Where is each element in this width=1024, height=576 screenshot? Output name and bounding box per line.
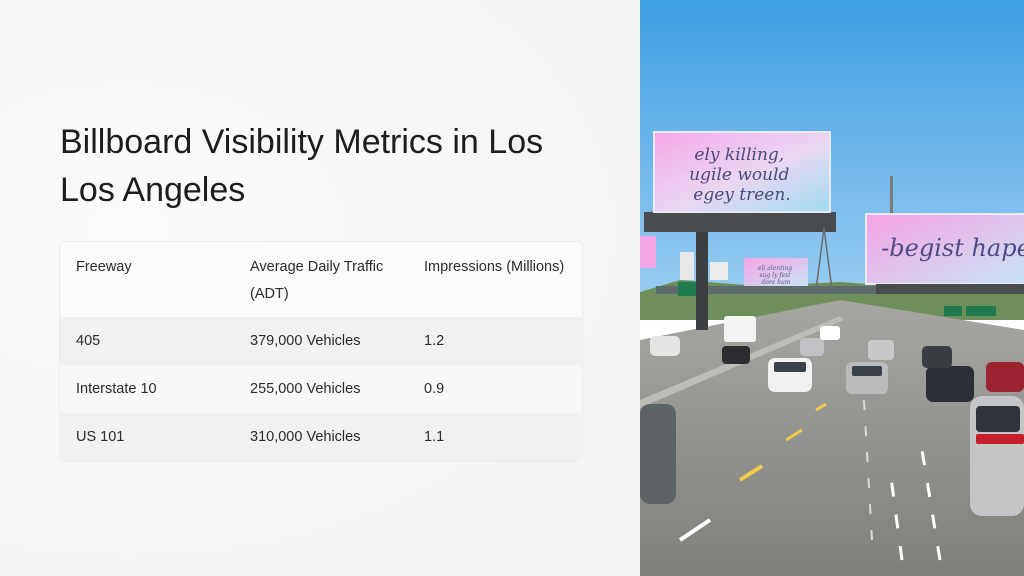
cell-freeway: US 101 [76,428,125,445]
traffic-cars [640,316,1024,516]
slide-title: Billboard Visibility Metrics in Los Los … [60,123,544,209]
billboard-small-text: eli alenting sug ly fest dore hum [758,265,794,286]
cell-impressions: 1.1 [424,428,445,445]
freeway-illustration: ely killing, ugile would egey treen. eli… [640,0,1024,576]
header-adt: Average Daily Traffic (ADT) [250,259,384,302]
billboard-right [865,213,1024,285]
table-row: US 101 310,000 Vehicles 1.1 [60,413,582,461]
cell-adt: 255,000 Vehicles [250,380,361,397]
freeway-road [640,300,1024,576]
cell-impressions: 1.2 [424,332,445,349]
sign-gantry [656,286,886,294]
cell-freeway: 405 [76,332,101,349]
billboard-left [653,131,831,213]
table-header-row: Freeway Average Daily Traffic (ADT) Impr… [60,242,582,317]
cell-freeway: Interstate 10 [76,380,157,397]
cell-impressions: 0.9 [424,380,445,397]
billboard-left-text: ely killing, ugile would egey treen. [689,145,795,205]
content-panel: Billboard Visibility Metrics in Los Los … [0,0,640,576]
cell-adt: 310,000 Vehicles [250,428,361,445]
billboard-small [744,258,808,286]
cell-adt: 379,000 Vehicles [250,332,361,349]
table-row: Interstate 10 255,000 Vehicles 0.9 [60,365,582,413]
billboard-right-text: -begist hape [881,234,1024,262]
header-impressions: Impressions (Millions) [424,259,565,275]
freeway-photo: ely killing, ugile would egey treen. eli… [640,0,1024,576]
header-freeway: Freeway [76,259,132,275]
table-row: 405 379,000 Vehicles 1.2 [60,317,582,365]
metrics-table: Freeway Average Daily Traffic (ADT) Impr… [59,241,583,462]
